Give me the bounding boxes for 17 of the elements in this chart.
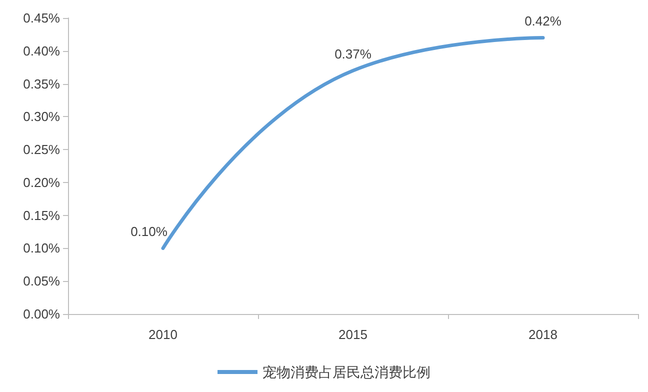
x-tick-label: 2010: [148, 327, 178, 342]
y-tick-label: 0.35%: [23, 76, 60, 92]
x-tick-label: 2018: [528, 327, 558, 342]
data-label: 0.42%: [524, 14, 562, 29]
y-tick-label: 0.15%: [23, 208, 60, 223]
y-tick-label: 0.25%: [23, 142, 60, 158]
x-tick-label: 2015: [338, 327, 368, 342]
y-tick-label: 0.45%: [23, 10, 60, 26]
y-tick-label: 0.40%: [23, 43, 60, 58]
data-label: 0.10%: [130, 224, 168, 240]
data-label: 0.37%: [334, 46, 372, 62]
y-tick-label: 0.30%: [23, 109, 60, 124]
legend-label: 宠物消费占居民总消费比例: [262, 364, 430, 380]
y-tick-label: 0.05%: [23, 274, 60, 289]
y-tick-label: 0.10%: [23, 240, 60, 256]
y-tick-label: 0.00%: [23, 306, 60, 322]
y-tick-label: 0.20%: [23, 174, 60, 190]
